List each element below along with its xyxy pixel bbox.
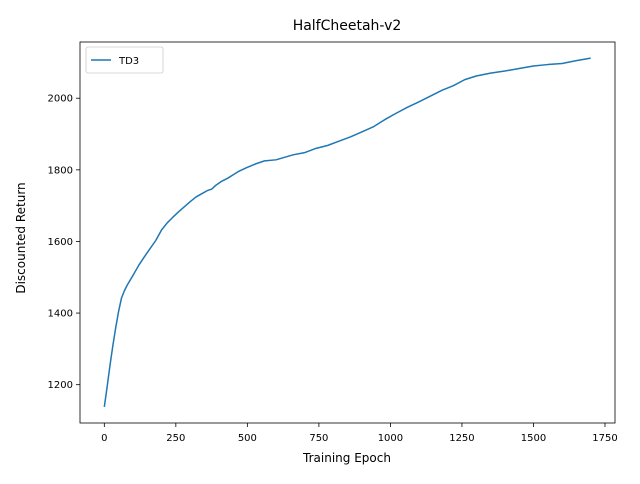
plot-area: 0 250 500 750 1000 1250 1500 1750 1200 1400 1600 18… (48, 41, 618, 444)
x-tick-label: 750 (309, 433, 328, 444)
x-tick-label: 500 (238, 433, 257, 444)
x-tick-label: 0 (101, 433, 107, 444)
x-tick-label: 1250 (449, 433, 474, 444)
y-tick-label: 1200 (48, 380, 73, 391)
y-axis-label: Discounted Return (14, 182, 28, 293)
x-axis-label: Training Epoch (302, 451, 391, 465)
y-tick-label: 2000 (48, 94, 73, 105)
y-tick-label: 1800 (48, 165, 73, 176)
x-tick-label: 250 (166, 433, 185, 444)
x-tick-label: 1500 (521, 433, 546, 444)
legend-label: TD3 (118, 56, 139, 67)
y-tick-label: 1600 (48, 237, 73, 248)
x-tick-label: 1000 (378, 433, 403, 444)
axes-frame (79, 41, 616, 424)
legend-box (85, 46, 164, 74)
y-tick-label: 1400 (48, 309, 73, 320)
series-line-0 (103, 57, 591, 407)
x-tick-label: 1750 (592, 433, 617, 444)
chart-title: HalfCheetah-v2 (293, 18, 402, 34)
